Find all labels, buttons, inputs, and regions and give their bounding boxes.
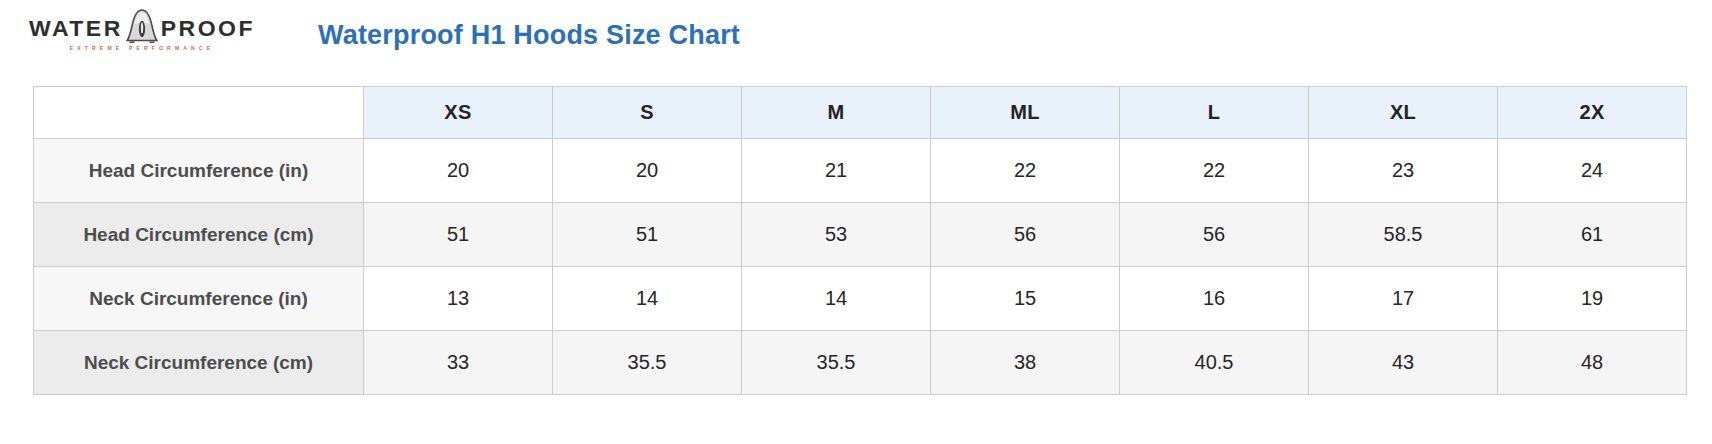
size-value-cell: 35.5 — [742, 331, 931, 395]
size-col-header-m: M — [742, 87, 931, 139]
size-value-cell: 24 — [1498, 139, 1687, 203]
size-value-cell: 22 — [931, 139, 1120, 203]
size-value-cell: 20 — [553, 139, 742, 203]
size-header-row: XS S M ML L XL 2X — [34, 87, 1687, 139]
size-chart-page: WATER PROOF EXTREME PERFORMANCE Waterpro… — [0, 0, 1712, 444]
row-label: Neck Circumference (in) — [34, 267, 364, 331]
size-chart-table: XS S M ML L XL 2X Head Circumference (in… — [33, 86, 1687, 395]
size-value-cell: 38 — [931, 331, 1120, 395]
table-row-head-circumference-in: Head Circumference (in) 20 20 21 22 22 2… — [34, 139, 1687, 203]
size-value-cell: 14 — [553, 267, 742, 331]
size-value-cell: 15 — [931, 267, 1120, 331]
size-value-cell: 40.5 — [1120, 331, 1309, 395]
size-value-cell: 33 — [364, 331, 553, 395]
corner-cell — [34, 87, 364, 139]
size-value-cell: 23 — [1309, 139, 1498, 203]
size-value-cell: 53 — [742, 203, 931, 267]
page-header: WATER PROOF EXTREME PERFORMANCE Waterpro… — [0, 0, 1712, 78]
hood-icon — [125, 8, 159, 44]
size-value-cell: 22 — [1120, 139, 1309, 203]
size-value-cell: 43 — [1309, 331, 1498, 395]
size-value-cell: 17 — [1309, 267, 1498, 331]
logo-text-water: WATER — [29, 18, 123, 39]
table-row-head-circumference-cm: Head Circumference (cm) 51 51 53 56 56 5… — [34, 203, 1687, 267]
size-value-cell: 13 — [364, 267, 553, 331]
page-title: Waterproof H1 Hoods Size Chart — [318, 20, 740, 51]
waterproof-logo: WATER PROOF EXTREME PERFORMANCE — [33, 14, 251, 51]
size-value-cell: 56 — [931, 203, 1120, 267]
size-value-cell: 20 — [364, 139, 553, 203]
size-col-header-2x: 2X — [1498, 87, 1687, 139]
logo-text-proof: PROOF — [161, 18, 255, 39]
logo-tagline: EXTREME PERFORMANCE — [70, 45, 215, 51]
size-value-cell: 48 — [1498, 331, 1687, 395]
size-col-header-ml: ML — [931, 87, 1120, 139]
size-value-cell: 58.5 — [1309, 203, 1498, 267]
size-col-header-s: S — [553, 87, 742, 139]
row-label: Head Circumference (cm) — [34, 203, 364, 267]
size-value-cell: 56 — [1120, 203, 1309, 267]
row-label: Head Circumference (in) — [34, 139, 364, 203]
size-value-cell: 14 — [742, 267, 931, 331]
size-col-header-l: L — [1120, 87, 1309, 139]
logo-row: WATER PROOF — [29, 14, 255, 44]
row-label: Neck Circumference (cm) — [34, 331, 364, 395]
size-value-cell: 16 — [1120, 267, 1309, 331]
size-value-cell: 51 — [364, 203, 553, 267]
size-col-header-xl: XL — [1309, 87, 1498, 139]
table-row-neck-circumference-in: Neck Circumference (in) 13 14 14 15 16 1… — [34, 267, 1687, 331]
table-row-neck-circumference-cm: Neck Circumference (cm) 33 35.5 35.5 38 … — [34, 331, 1687, 395]
size-value-cell: 35.5 — [553, 331, 742, 395]
size-value-cell: 19 — [1498, 267, 1687, 331]
size-value-cell: 51 — [553, 203, 742, 267]
size-value-cell: 21 — [742, 139, 931, 203]
size-value-cell: 61 — [1498, 203, 1687, 267]
size-col-header-xs: XS — [364, 87, 553, 139]
